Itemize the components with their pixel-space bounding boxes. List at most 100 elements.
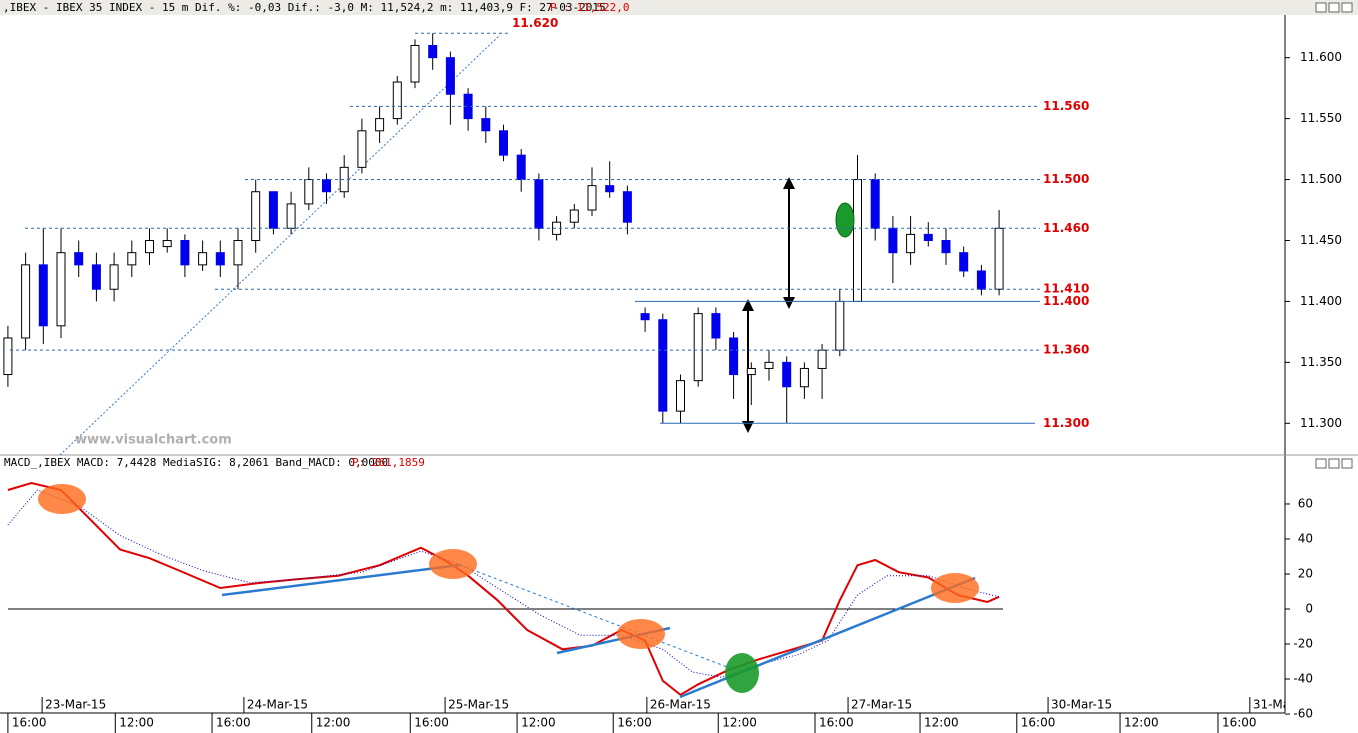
candle-body bbox=[923, 233, 933, 241]
button[interactable] bbox=[1328, 2, 1340, 13]
candle-body bbox=[534, 179, 544, 229]
signal-marker bbox=[429, 549, 477, 579]
signal-line bbox=[7, 489, 1000, 678]
candle-body bbox=[3, 337, 13, 376]
level-label: 11.400 bbox=[1043, 294, 1089, 308]
date-tick-label: 25-Mar-15 bbox=[448, 698, 509, 712]
candle-body bbox=[410, 44, 420, 83]
candle-body bbox=[711, 313, 721, 339]
candle-body bbox=[888, 227, 898, 254]
candle-body bbox=[428, 44, 438, 59]
candle-body bbox=[56, 252, 66, 327]
candle-body bbox=[215, 252, 225, 266]
candle-body bbox=[251, 191, 261, 241]
date-tick-label: 26-Mar-15 bbox=[650, 698, 711, 712]
candle-body bbox=[74, 252, 84, 266]
candle-body bbox=[994, 227, 1004, 290]
candle-body bbox=[109, 264, 119, 290]
candle-body bbox=[782, 361, 792, 388]
level-label: 11.300 bbox=[1043, 416, 1089, 430]
signal-marker bbox=[38, 484, 86, 514]
candle-body bbox=[852, 179, 862, 302]
candle-body bbox=[304, 179, 314, 205]
candle-body bbox=[675, 380, 685, 412]
x-tick-label: 16:00 bbox=[216, 716, 251, 730]
y-tick-label: 11.300 bbox=[1300, 416, 1342, 430]
date-tick-label: 27-Mar-15 bbox=[851, 698, 912, 712]
candle-body bbox=[941, 239, 951, 254]
watermark: www.visualchart.com bbox=[75, 433, 232, 448]
y-tick-label: 11.550 bbox=[1300, 111, 1342, 125]
x-tick-label: 12:00 bbox=[1124, 716, 1159, 730]
x-tick-label: 16:00 bbox=[617, 716, 652, 730]
button[interactable] bbox=[1328, 458, 1340, 469]
signal-marker bbox=[835, 202, 855, 238]
candle-body bbox=[481, 118, 491, 132]
y-tick-label: 0 bbox=[1305, 602, 1313, 616]
x-tick-label: 12:00 bbox=[119, 716, 154, 730]
candle-body bbox=[976, 270, 986, 290]
candle-body bbox=[516, 154, 526, 181]
button[interactable] bbox=[1341, 2, 1353, 13]
x-tick-label: 12:00 bbox=[722, 716, 757, 730]
candle-body bbox=[322, 179, 332, 193]
level-label: 11.500 bbox=[1043, 172, 1089, 186]
signal-marker bbox=[931, 573, 979, 603]
signal-marker bbox=[617, 619, 665, 649]
y-tick-label: 60 bbox=[1298, 496, 1313, 510]
y-tick-label: 11.350 bbox=[1300, 355, 1342, 369]
candle-body bbox=[145, 239, 155, 254]
trend-line bbox=[459, 564, 736, 671]
candle-body bbox=[21, 264, 31, 339]
candle-body bbox=[605, 185, 615, 193]
macd-line bbox=[7, 481, 1000, 697]
level-label: 11.620 bbox=[512, 16, 558, 30]
candle-body bbox=[180, 239, 190, 266]
header-bar bbox=[0, 0, 1358, 15]
level-label: 11.460 bbox=[1043, 221, 1089, 235]
x-tick-label: 12:00 bbox=[521, 716, 556, 730]
macd-last: P: 261,1859 bbox=[352, 456, 425, 469]
macd-annotations bbox=[38, 484, 979, 699]
x-tick-label: 16:00 bbox=[414, 716, 449, 730]
candle-body bbox=[729, 337, 739, 376]
y-tick-label: -60 bbox=[1293, 707, 1313, 721]
candle-body bbox=[799, 367, 809, 388]
button[interactable] bbox=[1315, 458, 1327, 469]
candle-body bbox=[392, 81, 402, 120]
candle-body bbox=[906, 233, 916, 254]
trend-line bbox=[59, 34, 501, 456]
y-tick-label: -20 bbox=[1293, 637, 1313, 651]
button[interactable] bbox=[1315, 2, 1327, 13]
trend-line bbox=[221, 563, 461, 597]
header-title: ,IBEX - IBEX 35 INDEX - 15 m Dif. %: -0,… bbox=[3, 1, 606, 14]
window-buttons[interactable] bbox=[1315, 2, 1353, 469]
y-tick-label: -40 bbox=[1293, 672, 1313, 686]
y-tick-label: 40 bbox=[1298, 531, 1313, 545]
candle-body bbox=[357, 130, 367, 168]
y-tick-label: 11.500 bbox=[1300, 172, 1342, 186]
y-tick-label: 11.400 bbox=[1300, 294, 1342, 308]
y-tick-label: 11.450 bbox=[1300, 233, 1342, 247]
candle-body bbox=[764, 361, 774, 369]
date-tick-label: 24-Mar-15 bbox=[247, 698, 308, 712]
x-tick-label: 16:00 bbox=[12, 716, 47, 730]
x-tick-label: 16:00 bbox=[819, 716, 854, 730]
candle-body bbox=[746, 367, 756, 376]
date-tick-label: 30-Mar-15 bbox=[1051, 698, 1112, 712]
button[interactable] bbox=[1341, 458, 1353, 469]
candle-body bbox=[162, 239, 172, 248]
signal-marker bbox=[725, 653, 759, 693]
candle-body bbox=[38, 264, 48, 327]
level-label: 11.410 bbox=[1043, 282, 1089, 296]
x-tick-label: 12:00 bbox=[316, 716, 351, 730]
candle-body bbox=[91, 264, 101, 290]
candle-body bbox=[233, 239, 243, 266]
y-tick-label: 20 bbox=[1298, 566, 1313, 580]
header-last: P : 11,522,0 bbox=[550, 1, 629, 14]
candle-body bbox=[268, 191, 278, 229]
candle-body bbox=[127, 252, 137, 266]
candle-body bbox=[498, 130, 508, 156]
level-label: 11.560 bbox=[1043, 99, 1089, 113]
